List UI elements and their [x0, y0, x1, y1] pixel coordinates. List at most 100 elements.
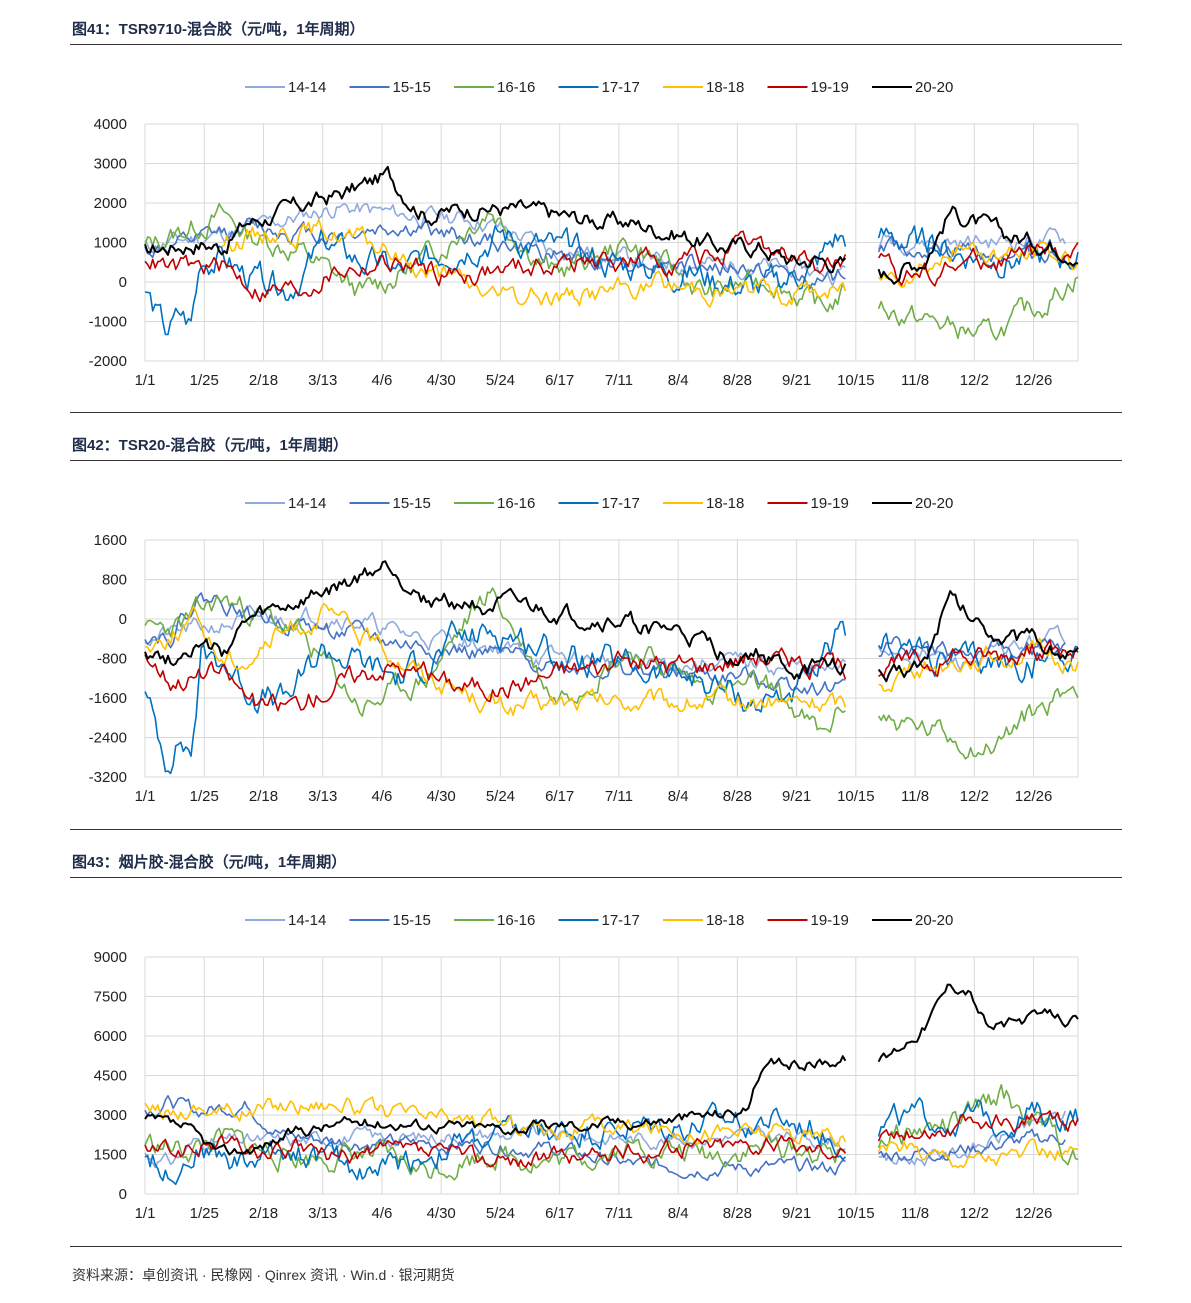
y-tick-label: 4000 — [94, 116, 127, 133]
y-tick-label: 4500 — [94, 1068, 127, 1085]
x-tick-label: 1/25 — [190, 1205, 219, 1222]
legend-label-16-16: 16-16 — [497, 912, 535, 929]
y-tick-label: 1600 — [94, 532, 127, 549]
section-rule — [70, 1246, 1122, 1247]
y-tick-label: -1000 — [89, 314, 127, 331]
legend-label-15-15: 15-15 — [393, 495, 431, 512]
series-line-17-17 — [144, 620, 1079, 775]
chart-41: 14-14 15-15 16-16 17-17 18-18 19-19 20-20 1/1 1/… — [70, 60, 1122, 400]
legend-label-20-20: 20-20 — [915, 912, 953, 929]
chart-title-42: 图42：TSR20-混合胶（元/吨，1年周期） — [72, 437, 348, 454]
x-tick-label: 4/6 — [372, 1205, 393, 1222]
x-tick-label: 4/30 — [427, 1205, 456, 1222]
series-line-19-19 — [144, 639, 1079, 712]
legend-label-17-17: 17-17 — [602, 495, 640, 512]
x-tick-label: 7/11 — [605, 788, 633, 805]
series-line-15-15 — [144, 592, 1066, 696]
series-line-16-16 — [144, 203, 1079, 341]
series-line-20-20 — [144, 560, 1079, 683]
x-tick-label: 12/26 — [1015, 1205, 1053, 1222]
x-tick-label: 2/18 — [249, 1205, 278, 1222]
y-tick-label: 6000 — [94, 1028, 127, 1045]
y-tick-label: 1500 — [94, 1147, 127, 1164]
x-tick-label: 12/2 — [960, 788, 989, 805]
chart-42: 14-14 15-15 16-16 17-17 18-18 19-19 20-20 1/1 1/… — [70, 476, 1122, 816]
x-tick-label: 4/30 — [427, 788, 456, 805]
y-tick-label: 9000 — [94, 949, 127, 966]
chart-title-43: 图43：烟片胶-混合胶（元/吨，1年周期） — [72, 854, 347, 871]
title-rule — [70, 460, 1122, 461]
y-tick-label: 2000 — [94, 195, 127, 212]
legend-label-14-14: 14-14 — [288, 495, 326, 512]
x-tick-label: 10/15 — [837, 788, 875, 805]
legend-label-15-15: 15-15 — [393, 912, 431, 929]
chart-43: 14-14 15-15 16-16 17-17 18-18 19-19 20-20 1/1 1/… — [70, 893, 1122, 1233]
y-tick-label: -1600 — [89, 690, 127, 707]
legend-label-18-18: 18-18 — [706, 495, 744, 512]
legend-label-18-18: 18-18 — [706, 912, 744, 929]
x-tick-label: 4/6 — [372, 788, 393, 805]
title-rule — [70, 877, 1122, 878]
x-tick-label: 8/28 — [723, 1205, 752, 1222]
y-tick-label: -800 — [97, 651, 127, 668]
x-tick-label: 7/11 — [605, 372, 633, 389]
x-tick-label: 11/8 — [901, 1205, 929, 1222]
x-tick-label: 4/30 — [427, 372, 456, 389]
title-rule — [70, 44, 1122, 45]
y-tick-label: -2000 — [89, 353, 127, 370]
series-line-20-20 — [144, 983, 1079, 1156]
y-tick-label: 0 — [119, 1186, 127, 1203]
x-tick-label: 2/18 — [249, 372, 278, 389]
series-line-18-18 — [221, 218, 1079, 308]
chart-41-svg: 14-14 15-15 16-16 17-17 18-18 19-19 20-20 1/1 1/… — [89, 79, 1079, 389]
y-tick-label: 3000 — [94, 156, 127, 173]
legend-label-20-20: 20-20 — [915, 495, 953, 512]
chart-title-41: 图41：TSR9710-混合胶（元/吨，1年周期） — [72, 21, 365, 38]
y-tick-label: -2400 — [89, 730, 127, 747]
x-tick-label: 12/2 — [960, 1205, 989, 1222]
series-line-18-18 — [144, 1096, 1079, 1169]
x-tick-label: 12/2 — [960, 372, 989, 389]
series-line-15-15 — [144, 1095, 1066, 1181]
legend-label-14-14: 14-14 — [288, 79, 326, 96]
x-tick-label: 1/25 — [190, 372, 219, 389]
x-tick-label: 5/24 — [486, 372, 515, 389]
legend-label-19-19: 19-19 — [811, 912, 849, 929]
x-tick-label: 12/26 — [1015, 372, 1053, 389]
x-tick-label: 5/24 — [486, 788, 515, 805]
legend-label-20-20: 20-20 — [915, 79, 953, 96]
x-tick-label: 1/1 — [135, 372, 156, 389]
x-tick-label: 8/4 — [668, 1205, 689, 1222]
x-tick-label: 7/11 — [605, 1205, 633, 1222]
legend: 14-14 15-15 16-16 17-17 18-18 19-19 20-20 — [245, 912, 953, 929]
x-tick-label: 8/28 — [723, 788, 752, 805]
y-tick-label: 1000 — [94, 235, 127, 252]
y-tick-label: -3200 — [89, 769, 127, 786]
x-tick-label: 3/13 — [308, 1205, 337, 1222]
x-tick-label: 1/1 — [135, 1205, 156, 1222]
x-tick-label: 6/17 — [545, 372, 574, 389]
section-rule — [70, 412, 1122, 413]
y-tick-label: 7500 — [94, 989, 127, 1006]
x-tick-label: 6/17 — [545, 788, 574, 805]
y-tick-label: 0 — [119, 611, 127, 628]
x-tick-label: 10/15 — [837, 372, 875, 389]
chart-43-svg: 14-14 15-15 16-16 17-17 18-18 19-19 20-20 1/1 1/… — [94, 912, 1079, 1222]
x-tick-label: 10/15 — [837, 1205, 875, 1222]
legend-label-16-16: 16-16 — [497, 495, 535, 512]
y-tick-label: 0 — [119, 274, 127, 291]
legend-label-17-17: 17-17 — [602, 912, 640, 929]
legend-label-17-17: 17-17 — [602, 79, 640, 96]
x-tick-label: 1/1 — [135, 788, 156, 805]
x-tick-label: 9/21 — [782, 788, 811, 805]
y-tick-label: 800 — [102, 572, 127, 589]
x-tick-label: 3/13 — [308, 788, 337, 805]
x-tick-label: 11/8 — [901, 788, 929, 805]
series-line-19-19 — [144, 230, 1079, 303]
legend: 14-14 15-15 16-16 17-17 18-18 19-19 20-20 — [245, 495, 953, 512]
x-tick-label: 2/18 — [249, 788, 278, 805]
legend-label-19-19: 19-19 — [811, 79, 849, 96]
x-tick-label: 9/21 — [782, 372, 811, 389]
x-tick-label: 8/4 — [668, 788, 689, 805]
source-note: 资料来源：卓创资讯 · 民橡网 · Qinrex 资讯 · Win.d · 银河… — [72, 1267, 455, 1283]
